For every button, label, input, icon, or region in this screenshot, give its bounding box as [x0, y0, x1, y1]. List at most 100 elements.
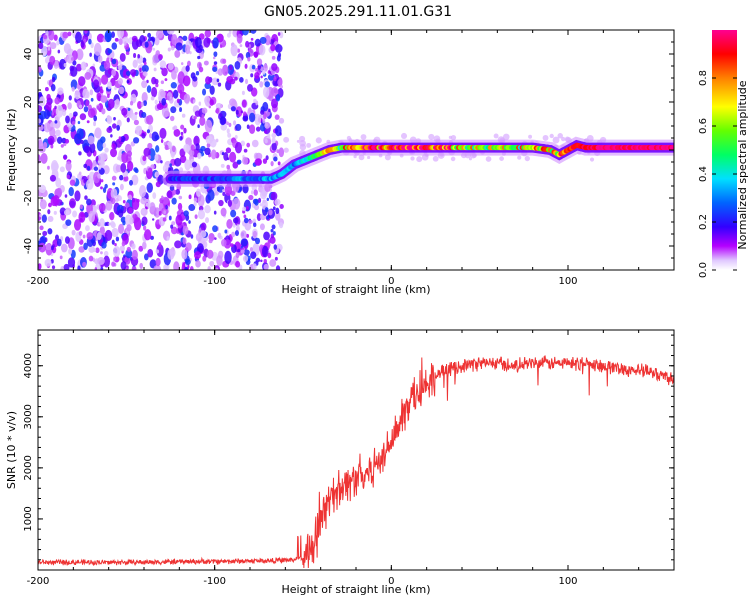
snr-y-label: SNR (10 * v/v): [5, 411, 18, 489]
noise-dot: [182, 237, 187, 245]
noise-dot: [242, 156, 249, 165]
noise-dot: [159, 60, 167, 69]
noise-dot: [236, 224, 240, 229]
noise-dot: [247, 57, 251, 62]
noise-dot: [94, 127, 102, 139]
noise-dot: [271, 55, 276, 60]
noise-dot: [111, 69, 117, 77]
noise-dot: [155, 30, 164, 39]
noise-dot: [197, 152, 202, 159]
noise-dot: [253, 222, 257, 228]
noise-dot: [116, 124, 121, 131]
noise-dot: [270, 191, 278, 201]
colorbar-tick-label: 0.4: [698, 166, 709, 182]
noise-dot: [141, 111, 147, 119]
noise-dot: [82, 88, 90, 99]
noise-dot: [73, 111, 78, 117]
noise-dot: [57, 87, 64, 95]
noise-dot: [269, 236, 276, 244]
noise-dot: [69, 179, 76, 186]
noise-dot: [144, 253, 149, 261]
noise-dot: [110, 221, 115, 227]
noise-dot: [102, 237, 106, 243]
noise-dot: [82, 234, 86, 239]
snr-x-ticks: -200 -100 0 100: [27, 330, 675, 587]
noise-dot: [64, 194, 68, 198]
noise-dot: [210, 149, 217, 160]
noise-dot: [86, 232, 94, 240]
noise-dot: [213, 210, 217, 215]
noise-dot: [126, 150, 133, 157]
noise-dot: [39, 199, 47, 210]
noise-dot: [384, 154, 391, 161]
noise-dot: [263, 63, 268, 72]
noise-dot: [276, 54, 281, 62]
noise-dot: [38, 66, 42, 73]
noise-dot: [50, 83, 56, 92]
noise-dot: [163, 210, 167, 215]
noise-dot: [187, 60, 191, 67]
noise-dot: [263, 112, 267, 120]
noise-dot: [234, 60, 241, 70]
noise-dot: [278, 147, 285, 158]
noise-dot: [229, 78, 236, 85]
snr-plot-area: [38, 330, 674, 570]
noise-dot: [141, 64, 149, 73]
noise-dot: [106, 115, 113, 125]
noise-dot: [87, 108, 96, 119]
noise-dot: [53, 34, 58, 41]
noise-dot: [117, 64, 123, 71]
noise-dot: [170, 106, 177, 114]
noise-dot: [73, 133, 82, 145]
noise-dot: [132, 59, 138, 69]
noise-dot: [271, 132, 277, 138]
noise-dot: [213, 61, 218, 65]
noise-dot: [162, 164, 169, 173]
noise-dot: [224, 250, 232, 264]
y-tick-label: 40: [23, 48, 34, 61]
noise-dot: [112, 182, 116, 186]
noise-dot: [235, 251, 240, 259]
noise-dot: [85, 225, 90, 232]
noise-dot: [196, 188, 201, 197]
noise-dot: [86, 198, 92, 206]
noise-dot: [222, 58, 227, 64]
noise-dot: [181, 62, 184, 66]
noise-dot: [154, 99, 158, 105]
noise-dot: [268, 209, 273, 216]
noise-dot: [41, 214, 47, 223]
noise-dot: [45, 243, 52, 251]
noise-dot: [259, 223, 265, 231]
noise-dot: [275, 265, 281, 270]
noise-dot: [98, 203, 106, 212]
noise-dot: [209, 99, 214, 106]
noise-dot: [50, 159, 59, 173]
noise-dot: [164, 78, 168, 82]
noise-dot: [250, 251, 257, 260]
noise-dot: [49, 55, 56, 65]
noise-dot: [222, 189, 225, 193]
noise-dot: [240, 230, 247, 240]
noise-dot: [185, 65, 190, 72]
noise-dot: [121, 107, 128, 116]
noise-dot: [83, 106, 89, 113]
noise-dot: [159, 90, 166, 98]
noise-dot: [267, 252, 272, 259]
noise-dot: [468, 157, 472, 161]
noise-dot: [110, 134, 113, 138]
noise-dot: [198, 44, 203, 51]
noise-dot: [242, 206, 247, 212]
noise-dot: [156, 102, 164, 110]
noise-dot: [155, 145, 160, 153]
noise-dot: [166, 236, 170, 241]
noise-dot: [255, 126, 261, 132]
noise-dot: [55, 104, 64, 118]
noise-dot: [358, 154, 365, 161]
noise-dot: [228, 30, 232, 35]
noise-dot: [240, 238, 248, 247]
noise-dot: [184, 44, 191, 55]
noise-dot: [277, 32, 281, 36]
noise-dot: [259, 81, 264, 88]
noise-dot: [254, 198, 259, 206]
